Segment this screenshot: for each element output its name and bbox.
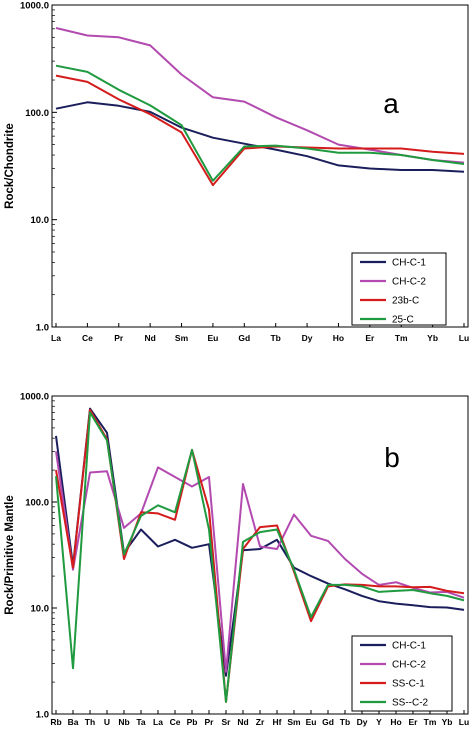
legend-label: CH-C-1 bbox=[392, 641, 426, 652]
x-tick-label: Gd bbox=[238, 333, 250, 343]
y-tick-label: 10.0 bbox=[31, 604, 50, 615]
legend: CH-C-1 CH-C-2 23b-C 25-C bbox=[351, 252, 447, 326]
x-tick-label: Pb bbox=[187, 717, 198, 727]
x-tick-label: Th bbox=[85, 717, 95, 727]
x-tick-label: Yb bbox=[442, 717, 453, 727]
panel-label: b bbox=[384, 442, 400, 473]
legend: CH-C-1 CH-C-2 SS-C-1 SS--C-2 bbox=[351, 635, 453, 712]
legend-label: CH-C-1 bbox=[392, 258, 426, 269]
y-axis-label: Rock/Primitive Mantle bbox=[4, 495, 16, 615]
y-tick-label: 1000.0 bbox=[20, 1, 49, 12]
x-tick-label: Eu bbox=[207, 333, 218, 343]
panel-label: a bbox=[383, 88, 399, 119]
legend-label: 23b-C bbox=[392, 296, 419, 307]
x-tick-label: Lu bbox=[459, 333, 469, 343]
y-axis-label: Rock/Chondrite bbox=[4, 123, 16, 209]
y-tick-label: 1000.0 bbox=[20, 392, 49, 403]
x-tick-label: Nd bbox=[237, 717, 248, 727]
y-tick-label: 100.0 bbox=[25, 108, 49, 119]
legend-box bbox=[351, 252, 447, 326]
legend-box bbox=[351, 635, 453, 712]
legend-label: 25-C bbox=[392, 315, 414, 326]
x-tick-label: Ce bbox=[170, 717, 181, 727]
x-tick-label: Tm bbox=[395, 333, 408, 343]
x-tick-label: Ho bbox=[390, 717, 401, 727]
x-tick-label: Eu bbox=[306, 717, 317, 727]
chart-panel-b: 1.0 10.0 100.0 1000.0 Rb Ba Th U Nb Ta La Ce Pb Pr Sr… bbox=[4, 392, 469, 728]
x-tick-label: Pr bbox=[114, 333, 124, 343]
plot-frame bbox=[51, 4, 469, 328]
y-tick-labels: 1.0 10.0 100.0 1000.0 bbox=[20, 1, 57, 334]
x-tick-label: La bbox=[153, 717, 163, 727]
x-tick-label: Nb bbox=[118, 717, 129, 727]
y-tick-label: 10.0 bbox=[31, 215, 50, 226]
x-tick-label: Sr bbox=[222, 717, 232, 727]
x-tick-label: La bbox=[51, 333, 61, 343]
series-line-ss-c-2 bbox=[55, 411, 465, 703]
series-lines bbox=[55, 27, 465, 187]
x-tick-label: Sm bbox=[175, 333, 189, 343]
legend-label: SS--C-2 bbox=[392, 698, 429, 709]
legend-label: SS-C-1 bbox=[392, 679, 425, 690]
x-tick-label: Dy bbox=[302, 333, 313, 343]
x-tick-label: Hf bbox=[273, 717, 282, 727]
legend-label: CH-C-2 bbox=[392, 277, 426, 288]
x-tick-label: Yb bbox=[427, 333, 438, 343]
legend-label: CH-C-2 bbox=[392, 660, 426, 671]
x-tick-label: Y bbox=[376, 717, 382, 727]
x-tick-label: Tb bbox=[340, 717, 350, 727]
y-tick-label: 1.0 bbox=[36, 710, 49, 721]
chart-panel-a: 1.0 10.0 100.0 1000.0 La Ce Pr Nd Sm Eu Gd Tb Dy Ho E… bbox=[4, 1, 469, 344]
x-tick-label: Lu bbox=[459, 717, 469, 727]
x-tick-label: Tm bbox=[424, 717, 437, 727]
x-tick-label: Sm bbox=[287, 717, 301, 727]
x-tick-label: Ba bbox=[68, 717, 79, 727]
x-tick-label: Dy bbox=[357, 717, 368, 727]
x-tick-label: Tb bbox=[270, 333, 280, 343]
x-tick-label: Rb bbox=[50, 717, 61, 727]
x-tick-label: Nd bbox=[144, 333, 155, 343]
y-tick-label: 100.0 bbox=[25, 498, 49, 509]
series-line-25-c bbox=[55, 64, 465, 182]
x-tick-label: Ho bbox=[333, 333, 344, 343]
x-tick-label: Ce bbox=[82, 333, 93, 343]
series-line-23b-c bbox=[55, 74, 465, 187]
y-tick-label: 1.0 bbox=[36, 323, 49, 334]
series-line-ch-c-2 bbox=[55, 451, 465, 673]
x-tick-label: Er bbox=[409, 717, 419, 727]
series-line-ss-c-1 bbox=[55, 408, 465, 703]
series-lines bbox=[55, 407, 465, 703]
x-tick-labels: La Ce Pr Nd Sm Eu Gd Tb Dy Ho Er Tm Yb Lu bbox=[51, 323, 469, 343]
x-tick-label: Ta bbox=[136, 717, 146, 727]
x-tick-label: Zr bbox=[256, 717, 265, 727]
x-tick-label: Pr bbox=[205, 717, 215, 727]
x-tick-label: U bbox=[104, 717, 110, 727]
x-tick-label: Gd bbox=[322, 717, 334, 727]
y-tick-labels: 1.0 10.0 100.0 1000.0 bbox=[20, 392, 57, 721]
x-tick-label: Er bbox=[365, 333, 375, 343]
